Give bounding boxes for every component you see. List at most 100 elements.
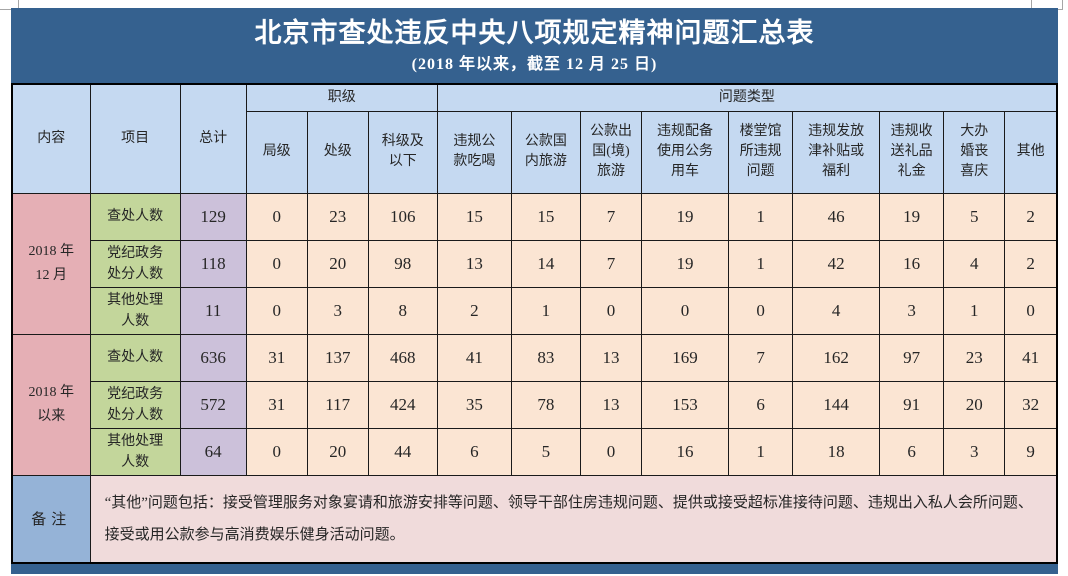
header-rank-division: 处级 [306, 110, 369, 194]
value-cell: 0 [245, 192, 308, 241]
value-cell: 0 [728, 286, 794, 335]
value-cell: 13 [436, 239, 512, 288]
item-label-cell: 其他处理 人数 [89, 427, 181, 476]
value-cell: 97 [879, 333, 945, 382]
value-cell: 169 [640, 333, 730, 382]
item-label-cell: 查处人数 [89, 333, 181, 382]
value-cell: 5 [943, 192, 1006, 241]
item-label-cell: 党纪政务 处分人数 [89, 380, 181, 429]
value-cell: 7 [728, 333, 794, 382]
page-subtitle: (2018 年以来，截至 12 月 25 日) [411, 56, 658, 73]
value-cell: 153 [640, 380, 730, 429]
value-cell: 98 [367, 239, 438, 288]
value-cell: 41 [1004, 333, 1058, 382]
value-cell: 1 [510, 286, 581, 335]
value-cell: 0 [245, 286, 308, 335]
header-problem-official-cars: 违规配备 使用公务 用车 [640, 110, 730, 194]
header-problem-group: 问题类型 [436, 83, 1058, 112]
value-cell: 18 [792, 427, 881, 476]
value-cell: 468 [367, 333, 438, 382]
header-problem-domestic-travel: 公款国 内旅游 [510, 110, 581, 194]
table-row: 2018 年 以来 查处人数 636 31 137 468 41 83 13 169 7 162 97 2… [11, 333, 1058, 476]
header-group-row: 内容 项目 总计 职级 问题类型 [11, 83, 1058, 194]
note-row: 备注 “其他”问题包括：接受管理服务对象宴请和旅游安排等问题、领导干部住房违规问… [11, 474, 1058, 564]
note-label: 备注 [11, 474, 91, 564]
value-cell: 23 [306, 192, 369, 241]
header-cols-row: 局级 处级 科级及 以下 违规公 款吃喝 公款国 内旅游 公款出 国(境) 旅游… [12, 110, 1058, 194]
period-cell: 2018 年 以来 [11, 333, 91, 476]
value-cell: 4 [943, 239, 1006, 288]
value-cell: 2 [1004, 192, 1058, 241]
value-cell: 0 [579, 427, 642, 476]
page-title: 北京市查处违反中央八项规定精神问题汇总表 [254, 18, 815, 48]
header-problem-buildings: 楼堂馆 所违规 问题 [728, 110, 794, 194]
total-value-cell: 118 [179, 239, 247, 288]
value-cell: 13 [579, 333, 642, 382]
header-problem-ceremonies: 大办 婚丧 喜庆 [943, 110, 1006, 194]
value-cell: 91 [879, 380, 945, 429]
value-cell: 41 [436, 333, 512, 382]
value-cell: 144 [792, 380, 881, 429]
total-value-cell: 64 [179, 427, 247, 476]
value-cell: 1 [728, 192, 794, 241]
total-value-cell: 572 [179, 380, 247, 429]
value-cell: 117 [306, 380, 369, 429]
table-row: 其他处理 人数 64 0 20 44 6 5 0 16 1 18 6 3 9 [12, 427, 1058, 476]
value-cell: 2 [436, 286, 512, 335]
item-label-cell: 查处人数 [89, 192, 181, 241]
value-cell: 13 [579, 380, 642, 429]
total-value-cell: 636 [179, 333, 247, 382]
table-row: 党纪政务 处分人数 118 0 20 98 13 14 7 19 1 42 16 4 2 [12, 239, 1058, 288]
value-cell: 35 [436, 380, 512, 429]
summary-table: 北京市查处违反中央八项规定精神问题汇总表 (2018 年以来，截至 12 月 2… [11, 8, 1058, 574]
value-cell: 1 [728, 427, 794, 476]
value-cell: 20 [943, 380, 1006, 429]
value-cell: 19 [879, 192, 945, 241]
item-label-cell: 其他处理 人数 [89, 286, 181, 335]
value-cell: 46 [792, 192, 881, 241]
period-cell: 2018 年 12 月 [11, 192, 91, 335]
value-cell: 16 [879, 239, 945, 288]
header-problem-gifts: 违规收 送礼品 礼金 [879, 110, 945, 194]
header-problem-abroad-travel: 公款出 国(境) 旅游 [579, 110, 642, 194]
value-cell: 6 [436, 427, 512, 476]
value-cell: 42 [792, 239, 881, 288]
header-problem-dining: 违规公 款吃喝 [436, 110, 512, 194]
total-value-cell: 11 [179, 286, 247, 335]
value-cell: 4 [792, 286, 881, 335]
bottom-accent-bar [11, 564, 1058, 574]
value-cell: 6 [728, 380, 794, 429]
value-cell: 2 [1004, 239, 1058, 288]
value-cell: 162 [792, 333, 881, 382]
value-cell: 1 [943, 286, 1006, 335]
header-rank-group: 职级 [245, 83, 438, 112]
total-value-cell: 129 [179, 192, 247, 241]
value-cell: 3 [943, 427, 1006, 476]
item-label-cell: 党纪政务 处分人数 [89, 239, 181, 288]
value-cell: 15 [510, 192, 581, 241]
data-table: 内容 项目 总计 职级 问题类型 局级 处级 科级及 以下 违规公 款吃喝 公款… [11, 83, 1058, 564]
value-cell: 20 [306, 427, 369, 476]
value-cell: 0 [640, 286, 730, 335]
value-cell: 424 [367, 380, 438, 429]
header-problem-subsidies: 违规发放 津补贴或 福利 [792, 110, 881, 194]
value-cell: 19 [640, 192, 730, 241]
value-cell: 20 [306, 239, 369, 288]
value-cell: 3 [879, 286, 945, 335]
header-rank-bureau: 局级 [245, 110, 308, 194]
header-total: 总计 [179, 83, 247, 194]
value-cell: 31 [245, 333, 308, 382]
table-row: 其他处理 人数 11 0 3 8 2 1 0 0 0 4 3 1 0 [12, 286, 1058, 335]
value-cell: 78 [510, 380, 581, 429]
value-cell: 0 [579, 286, 642, 335]
header-item: 项目 [89, 83, 181, 194]
value-cell: 23 [943, 333, 1006, 382]
table-row: 党纪政务 处分人数 572 31 117 424 35 78 13 153 6 144 91 20 32 [12, 380, 1058, 429]
sheet-corner-artifact-left [0, 0, 19, 10]
value-cell: 83 [510, 333, 581, 382]
value-cell: 137 [306, 333, 369, 382]
value-cell: 0 [245, 427, 308, 476]
value-cell: 8 [367, 286, 438, 335]
value-cell: 16 [640, 427, 730, 476]
